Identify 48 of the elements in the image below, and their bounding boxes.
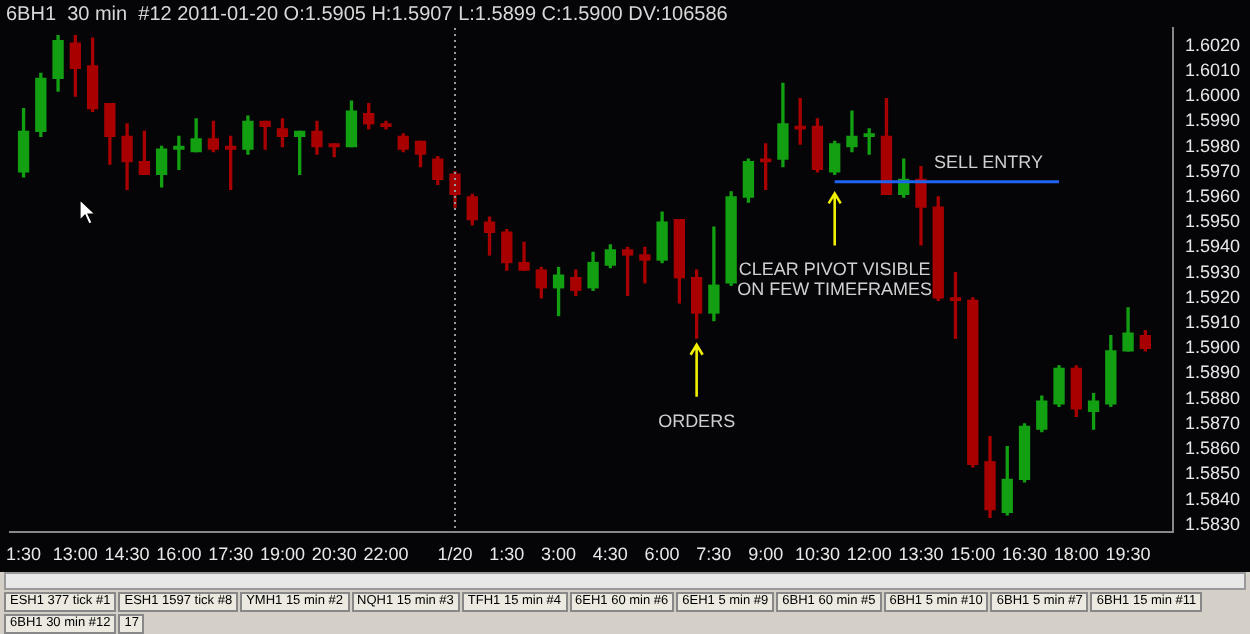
x-tick-label: 19:00 [259,544,305,565]
y-tick-label: 1.5980 [1184,135,1241,156]
x-tick-label: 16:30 [1002,544,1048,565]
x-tick-label: 7:30 [696,544,732,565]
x-tick-label: 16:00 [156,544,202,565]
x-tick-label: 9:00 [748,544,784,565]
y-tick-label: 1.5910 [1184,312,1241,333]
series-label: SELL ENTRY [933,151,1044,172]
y-tick-label: 1.5830 [1184,513,1241,534]
y-tick-label: 1.6020 [1184,34,1241,55]
y-tick-label: 1.5860 [1184,438,1241,459]
x-tick-label: 12:00 [846,544,892,565]
y-tick-label: 1.5950 [1184,211,1241,232]
x-tick-label: 17:30 [208,544,254,565]
x-tick-label: 14:30 [104,544,150,565]
y-tick-label: 1.6010 [1184,59,1241,80]
y-tick-label: 1.5920 [1184,286,1241,307]
x-tick-label: 10:30 [794,544,840,565]
y-tick-label: 1.5990 [1184,110,1241,131]
x-tick-label: 22:00 [363,544,409,565]
x-tick-label: 19:30 [1105,544,1151,565]
y-tick-label: 1.5930 [1184,261,1241,282]
y-tick-label: 1.5870 [1184,412,1241,433]
y-tick-label: 1.5850 [1184,463,1241,484]
candlestick [173,135,185,170]
x-tick-label: 18:00 [1053,544,1099,565]
x-tick-label: 1/20 [437,544,473,565]
y-tick-label: 1.5880 [1184,387,1241,408]
y-tick-label: 1.5840 [1184,488,1241,509]
x-tick-label: 20:30 [311,544,357,565]
chart-title: 6BH1 30 min #12 2011-01-20 O:1.5905 H:1.5907 L:1.5899 C:1.5900 DV:106586 [6,3,729,26]
y-tick-label: 1.5960 [1184,185,1241,206]
y-tick-label: 1.6000 [1184,85,1241,106]
annotation: CLEAR PIVOT VISIBLE ON FEW TIMEFRAMES [737,259,933,300]
y-tick-label: 1.5900 [1184,337,1241,358]
y-tick-label: 1.5970 [1184,160,1241,181]
x-tick-label: 4:30 [592,544,628,565]
x-tick-label: 6:00 [644,544,680,565]
x-tick-label: 15:00 [950,544,996,565]
x-tick-label: 3:00 [541,544,577,565]
x-tick-label: 1:30 [6,544,42,565]
x-tick-label: 13:30 [898,544,944,565]
y-tick-label: 1.5890 [1184,362,1241,383]
annotation: ORDERS [658,410,736,431]
x-tick-label: 13:00 [52,544,98,565]
y-tick-label: 1.5940 [1184,236,1241,257]
x-tick-label: 1:30 [489,544,525,565]
candlestick [639,246,651,284]
